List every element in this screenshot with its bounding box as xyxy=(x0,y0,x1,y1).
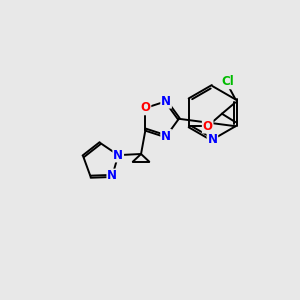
Text: N: N xyxy=(113,148,123,162)
Text: N: N xyxy=(107,169,117,182)
Text: O: O xyxy=(203,120,213,133)
Text: N: N xyxy=(207,133,218,146)
Text: O: O xyxy=(140,101,151,115)
Text: N: N xyxy=(161,130,171,143)
Text: N: N xyxy=(161,95,171,108)
Text: Cl: Cl xyxy=(221,75,234,88)
